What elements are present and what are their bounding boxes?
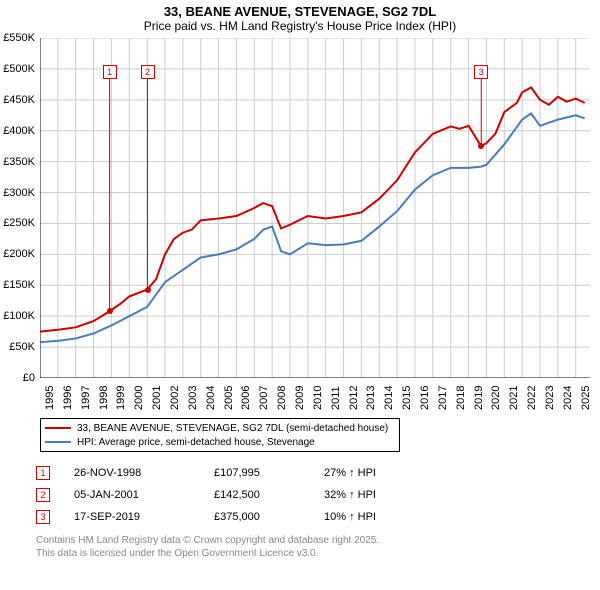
x-tick-label: 1996 <box>62 386 64 410</box>
y-tick-label: £350K <box>3 156 35 168</box>
x-tick-label: 1999 <box>115 386 117 410</box>
x-tick-label: 2014 <box>383 386 385 410</box>
chart-area: £0 £50K £100K £150K £200K £250K £300K £350K £400… <box>0 38 600 408</box>
transaction-marker: 3 <box>36 510 50 524</box>
x-tick-label: 2008 <box>276 386 278 410</box>
transaction-price: £107,995 <box>214 467 324 479</box>
y-tick-label: £250K <box>3 217 35 229</box>
y-tick-label: £150K <box>3 279 35 291</box>
x-tick-label: 1995 <box>44 386 46 410</box>
x-tick-label: 2011 <box>330 386 332 410</box>
x-tick-label: 2013 <box>365 386 367 410</box>
chart-title-sub: Price paid vs. HM Land Registry's House … <box>0 19 600 33</box>
transaction-date: 26-NOV-1998 <box>74 467 214 479</box>
transaction-row: 2 05-JAN-2001£142,50032% ↑ HPI <box>36 484 424 506</box>
footer-line-2: This data is licensed under the Open Gov… <box>36 547 379 560</box>
y-tick-label: £50K <box>9 341 35 353</box>
x-tick-label: 1997 <box>80 386 82 410</box>
legend-label: 33, BEANE AVENUE, STEVENAGE, SG2 7DL (se… <box>77 423 388 434</box>
legend-row: HPI: Average price, semi-detached house,… <box>45 435 395 449</box>
plot-svg <box>40 38 590 378</box>
x-tick-label: 2001 <box>151 386 153 410</box>
x-tick-label: 2015 <box>401 386 403 410</box>
y-tick-label: £200K <box>3 248 35 260</box>
y-tick-label: £500K <box>3 63 35 75</box>
x-tick-label: 2010 <box>312 386 314 410</box>
y-tick-label: £550K <box>3 32 35 44</box>
y-tick-label: £300K <box>3 187 35 199</box>
x-tick-label: 2018 <box>455 386 457 410</box>
legend-swatch <box>45 427 71 429</box>
legend-swatch <box>45 441 71 443</box>
x-tick-label: 2016 <box>419 386 421 410</box>
transaction-row: 1 26-NOV-1998£107,99527% ↑ HPI <box>36 462 424 484</box>
y-tick-label: £100K <box>3 310 35 322</box>
x-tick-label: 2023 <box>544 386 546 410</box>
transaction-price: £142,500 <box>214 489 324 501</box>
x-tick-label: 2024 <box>562 386 564 410</box>
y-tick-label: £450K <box>3 94 35 106</box>
legend-box: 33, BEANE AVENUE, STEVENAGE, SG2 7DL (se… <box>40 418 400 452</box>
transaction-delta: 32% ↑ HPI <box>324 489 424 501</box>
x-tick-label: 2022 <box>526 386 528 410</box>
legend-row: 33, BEANE AVENUE, STEVENAGE, SG2 7DL (se… <box>45 421 395 435</box>
series-price-paid <box>40 87 585 331</box>
chart-title-block: 33, BEANE AVENUE, STEVENAGE, SG2 7DL Pri… <box>0 0 600 33</box>
x-tick-label: 2006 <box>240 386 242 410</box>
transaction-date: 17-SEP-2019 <box>74 511 214 523</box>
legend-label: HPI: Average price, semi-detached house,… <box>77 437 315 448</box>
transactions-table: 1 26-NOV-1998£107,99527% ↑ HPI 2 05-JAN-200… <box>36 462 424 528</box>
sale-marker-2: 2 <box>141 65 155 79</box>
x-tick-label: 2021 <box>508 386 510 410</box>
transaction-delta: 10% ↑ HPI <box>324 511 424 523</box>
footer-line-1: Contains HM Land Registry data © Crown c… <box>36 534 379 547</box>
x-tick-label: 2003 <box>187 386 189 410</box>
footer-attribution: Contains HM Land Registry data © Crown c… <box>36 534 379 560</box>
transaction-row: 3 17-SEP-2019£375,00010% ↑ HPI <box>36 506 424 528</box>
series-hpi <box>40 113 585 342</box>
x-tick-label: 2002 <box>169 386 171 410</box>
chart-title-main: 33, BEANE AVENUE, STEVENAGE, SG2 7DL <box>0 4 600 19</box>
transaction-delta: 27% ↑ HPI <box>324 467 424 479</box>
transaction-marker: 2 <box>36 488 50 502</box>
x-tick-label: 2019 <box>473 386 475 410</box>
x-tick-label: 2012 <box>348 386 350 410</box>
sale-marker-dot-1 <box>107 308 113 314</box>
x-tick-label: 2005 <box>223 386 225 410</box>
y-tick-label: £0 <box>23 372 35 384</box>
x-tick-label: 2020 <box>490 386 492 410</box>
sale-marker-1: 1 <box>103 65 117 79</box>
x-tick-label: 2004 <box>205 386 207 410</box>
x-tick-label: 2025 <box>580 386 582 410</box>
x-tick-label: 1998 <box>98 386 100 410</box>
x-tick-label: 2009 <box>294 386 296 410</box>
x-tick-label: 2000 <box>133 386 135 410</box>
transaction-price: £375,000 <box>214 511 324 523</box>
sale-marker-dot-2 <box>145 287 151 293</box>
x-tick-label: 2017 <box>437 386 439 410</box>
sale-marker-3: 3 <box>474 65 488 79</box>
transaction-date: 05-JAN-2001 <box>74 489 214 501</box>
y-tick-label: £400K <box>3 125 35 137</box>
transaction-marker: 1 <box>36 466 50 480</box>
x-tick-label: 2007 <box>258 386 260 410</box>
